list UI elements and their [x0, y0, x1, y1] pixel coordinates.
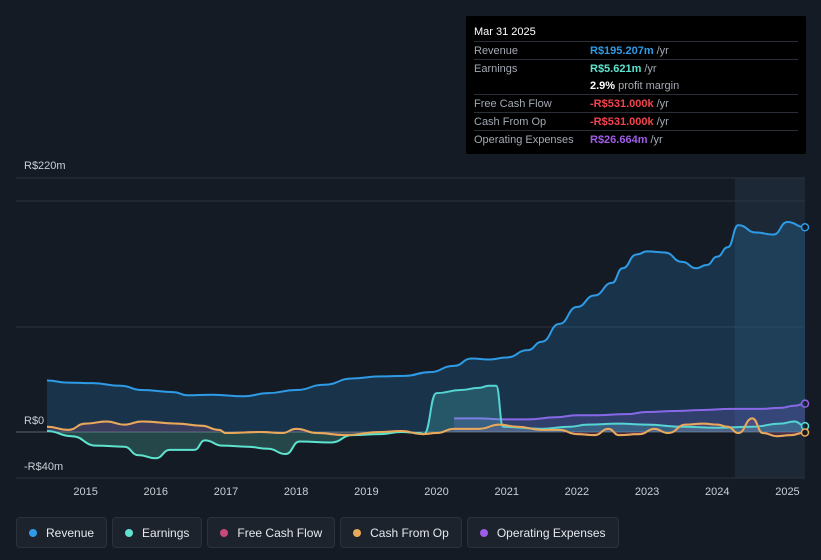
tooltip-value: 2.9%: [590, 79, 616, 92]
tooltip-unit: /yr: [656, 97, 669, 110]
operating-expenses-end-marker: [800, 399, 810, 408]
revenue-end-marker: [800, 223, 810, 232]
tooltip-row-cash-from-op: Cash From Op -R$531.000k /yr: [474, 112, 798, 130]
x-tick-label: 2015: [73, 486, 97, 498]
tooltip-value: R$5.621m: [590, 62, 642, 75]
legend-item-earnings[interactable]: Earnings: [112, 517, 203, 548]
legend-label: Revenue: [46, 525, 95, 540]
x-tick-label: 2016: [144, 486, 168, 498]
revenue-line: [46, 220, 806, 398]
x-tick-label: 2018: [284, 486, 308, 498]
earnings-area: [47, 385, 805, 459]
tooltip-value: R$195.207m: [590, 44, 654, 57]
tooltip-label: Free Cash Flow: [474, 97, 552, 110]
legend-dot-icon: [353, 528, 362, 537]
legend-label: Cash From Op: [370, 525, 449, 540]
tooltip-row-revenue: Revenue R$195.207m /yr: [474, 41, 798, 59]
legend-dot-icon: [479, 528, 488, 537]
x-tick-label: 2025: [775, 486, 799, 498]
tooltip-label: Operating Expenses: [474, 133, 574, 146]
x-tick-label: 2019: [354, 486, 378, 498]
tooltip-unit: /yr: [650, 133, 663, 146]
legend-item-free-cash-flow[interactable]: Free Cash Flow: [207, 517, 336, 548]
y-tick-label: R$0: [24, 415, 44, 427]
cash-from-op-line: [46, 417, 806, 438]
y-tick-label: -R$40m: [24, 461, 63, 473]
chart-legend: Revenue Earnings Free Cash Flow Cash Fro…: [16, 517, 619, 548]
tooltip-unit: /yr: [644, 62, 657, 75]
tooltip-unit: /yr: [656, 115, 669, 128]
tooltip-unit: /yr: [656, 44, 669, 57]
operating-expenses-line: [454, 402, 806, 421]
tooltip-value: -R$531.000k: [590, 97, 654, 110]
x-tick-label: 2022: [565, 486, 589, 498]
x-tick-label: 2021: [494, 486, 518, 498]
legend-dot-icon: [220, 528, 229, 537]
x-tick-label: 2017: [214, 486, 238, 498]
legend-item-operating-expenses[interactable]: Operating Expenses: [466, 517, 619, 548]
legend-item-cash-from-op[interactable]: Cash From Op: [340, 517, 462, 548]
tooltip-value: -R$531.000k: [590, 115, 654, 128]
legend-label: Free Cash Flow: [237, 525, 323, 540]
tooltip-row-profit-margin: 2.9% profit margin: [474, 77, 798, 94]
legend-label: Operating Expenses: [496, 525, 606, 540]
tooltip-label: Cash From Op: [474, 115, 547, 128]
revenue-area: [47, 222, 805, 432]
x-tick-label: 2020: [424, 486, 448, 498]
tooltip-row-earnings: Earnings R$5.621m /yr: [474, 59, 798, 77]
legend-item-revenue[interactable]: Revenue: [16, 517, 108, 548]
x-tick-label: 2024: [705, 486, 729, 498]
legend-label: Earnings: [142, 525, 190, 540]
tooltip-row-free-cash-flow: Free Cash Flow -R$531.000k /yr: [474, 94, 798, 112]
tooltip-date: Mar 31 2025: [474, 26, 536, 38]
tooltip-unit: profit margin: [618, 79, 680, 92]
x-tick-label: 2023: [635, 486, 659, 498]
tooltip-row-operating-expenses: Operating Expenses R$26.664m /yr: [474, 130, 798, 148]
tooltip-value: R$26.664m: [590, 133, 648, 146]
tooltip-panel: Mar 31 2025 Revenue R$195.207m /yr Earni…: [466, 16, 806, 154]
legend-dot-icon: [125, 528, 134, 537]
legend-dot-icon: [29, 528, 37, 537]
tooltip-label: Revenue: [474, 44, 519, 57]
cash-from-op-end-marker: [800, 428, 810, 437]
y-tick-label: R$220m: [24, 160, 66, 172]
tooltip-label: Earnings: [474, 62, 518, 75]
